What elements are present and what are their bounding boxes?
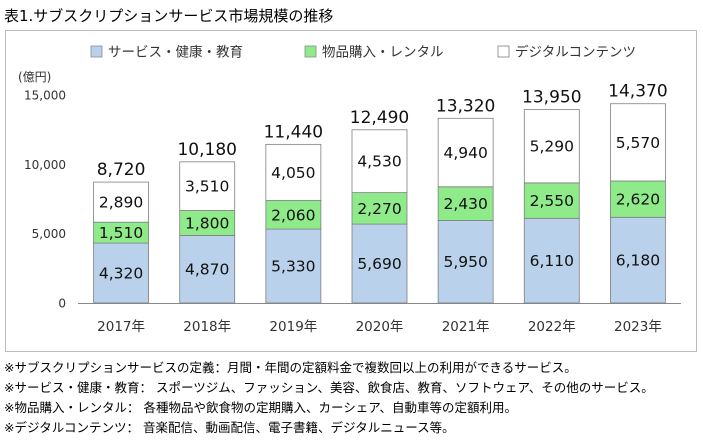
bar-value-label-2-5: 5,290 [530, 138, 574, 156]
bar-value-label-0-0: 4,320 [99, 265, 143, 283]
x-tick-label-3: 2020年 [356, 319, 404, 335]
bar-2-0 [93, 181, 149, 223]
bar-2-6 [610, 103, 666, 182]
footnote-digital: ※デジタルコンテンツ： 音楽配信、動画配信、電子書籍、デジタルニュース等。 [4, 420, 455, 435]
bar-value-label-2-3: 4,530 [357, 153, 401, 171]
bar-2-5 [523, 109, 580, 184]
total-label-4: 13,320 [436, 96, 495, 116]
x-tick-label-4: 2021年 [442, 319, 490, 335]
bar-0-4 [437, 220, 494, 304]
bar-value-label-1-4: 2,430 [443, 195, 487, 213]
bar-value-label-0-5: 6,110 [530, 252, 574, 270]
x-tick-label-6: 2023年 [614, 319, 662, 335]
bar-1-4 [437, 186, 494, 221]
bar-value-label-0-1: 4,870 [185, 261, 229, 279]
x-tick-label-2: 2019年 [269, 319, 317, 335]
bar-value-label-1-1: 1,800 [185, 214, 229, 232]
x-tick-label-1: 2018年 [183, 319, 231, 335]
bar-1-6 [610, 180, 666, 218]
bar-2-1 [179, 161, 236, 211]
bar-value-label-1-0: 1,510 [99, 224, 143, 242]
bar-value-label-0-6: 6,180 [616, 252, 660, 270]
chart-area: サービス・健康・教育 物品購入・レンタル デジタルコンテンツ (億円) 0 5,000 10… [5, 30, 697, 352]
legend-swatch-0 [90, 45, 103, 58]
stacked-bar-chart: サービス・健康・教育 物品購入・レンタル デジタルコンテンツ (億円) 0 5,000 10… [18, 44, 681, 335]
legend-swatch-1 [304, 45, 317, 58]
footnote-definition: ※サブスクリプションサービスの定義：月間・年間の定額料金で複数回以上の利用ができ… [4, 360, 577, 375]
bar-0-3 [351, 223, 408, 304]
total-label-0: 8,720 [97, 160, 146, 180]
footnote-service: ※サービス・健康・教育： スポーツジム、ファッション、美容、飲食店、教育、ソフト… [4, 380, 654, 395]
y-tick-label-0: 0 [58, 297, 66, 311]
bar-0-6 [610, 216, 666, 304]
legend-label-2: デジタルコンテンツ [515, 44, 636, 61]
legend-label-0: サービス・健康・教育 [108, 44, 243, 61]
bar-value-label-2-2: 4,050 [271, 164, 315, 182]
bar-1-2 [265, 200, 322, 230]
bar-value-label-2-4: 4,940 [443, 144, 487, 162]
bar-value-label-0-3: 5,690 [357, 255, 401, 273]
total-label-3: 12,490 [350, 108, 409, 128]
bar-value-label-0-2: 5,330 [271, 258, 315, 276]
bar-0-2 [265, 228, 322, 304]
bar-0-0 [93, 242, 149, 304]
total-label-5: 13,950 [522, 88, 581, 108]
bar-1-5 [523, 182, 580, 219]
bar-value-label-2-6: 5,570 [616, 134, 660, 152]
bar-2-3 [351, 129, 408, 194]
bar-value-label-1-2: 2,060 [271, 206, 315, 224]
x-tick-label-5: 2022年 [528, 319, 576, 335]
y-tick-label-1: 5,000 [32, 227, 66, 241]
total-label-1: 10,180 [177, 140, 236, 160]
bar-value-label-2-1: 3,510 [185, 178, 229, 196]
bar-value-label-0-4: 5,950 [443, 253, 487, 271]
legend-swatch-2 [497, 45, 510, 58]
bar-1-1 [179, 210, 236, 236]
bar-2-2 [265, 143, 322, 201]
y-axis-unit: (億円) [18, 70, 51, 84]
y-tick-label-2: 10,000 [24, 158, 66, 172]
bar-value-label-1-5: 2,550 [530, 192, 574, 210]
footnote-goods: ※物品購入・レンタル： 各種物品や飲食物の定期購入、カーシェア、自動車等の定額利… [4, 400, 517, 415]
total-label-6: 14,370 [608, 82, 667, 102]
bar-0-5 [523, 217, 580, 304]
legend-label-1: 物品購入・レンタル [322, 45, 444, 61]
x-tick-label-0: 2017年 [97, 319, 145, 335]
bar-value-label-2-0: 2,890 [99, 194, 143, 212]
chart-title: 表1.サブスクリプションサービス市場規模の推移 [4, 7, 334, 25]
y-tick-label-3: 15,000 [24, 89, 66, 103]
footnotes: ※サブスクリプションサービスの定義：月間・年間の定額料金で複数回以上の利用ができ… [4, 358, 654, 438]
bar-value-label-1-6: 2,620 [616, 191, 660, 209]
bar-value-label-1-3: 2,270 [357, 200, 401, 218]
bar-0-1 [179, 235, 236, 304]
bar-2-4 [437, 117, 494, 188]
total-label-2: 11,440 [264, 122, 323, 142]
